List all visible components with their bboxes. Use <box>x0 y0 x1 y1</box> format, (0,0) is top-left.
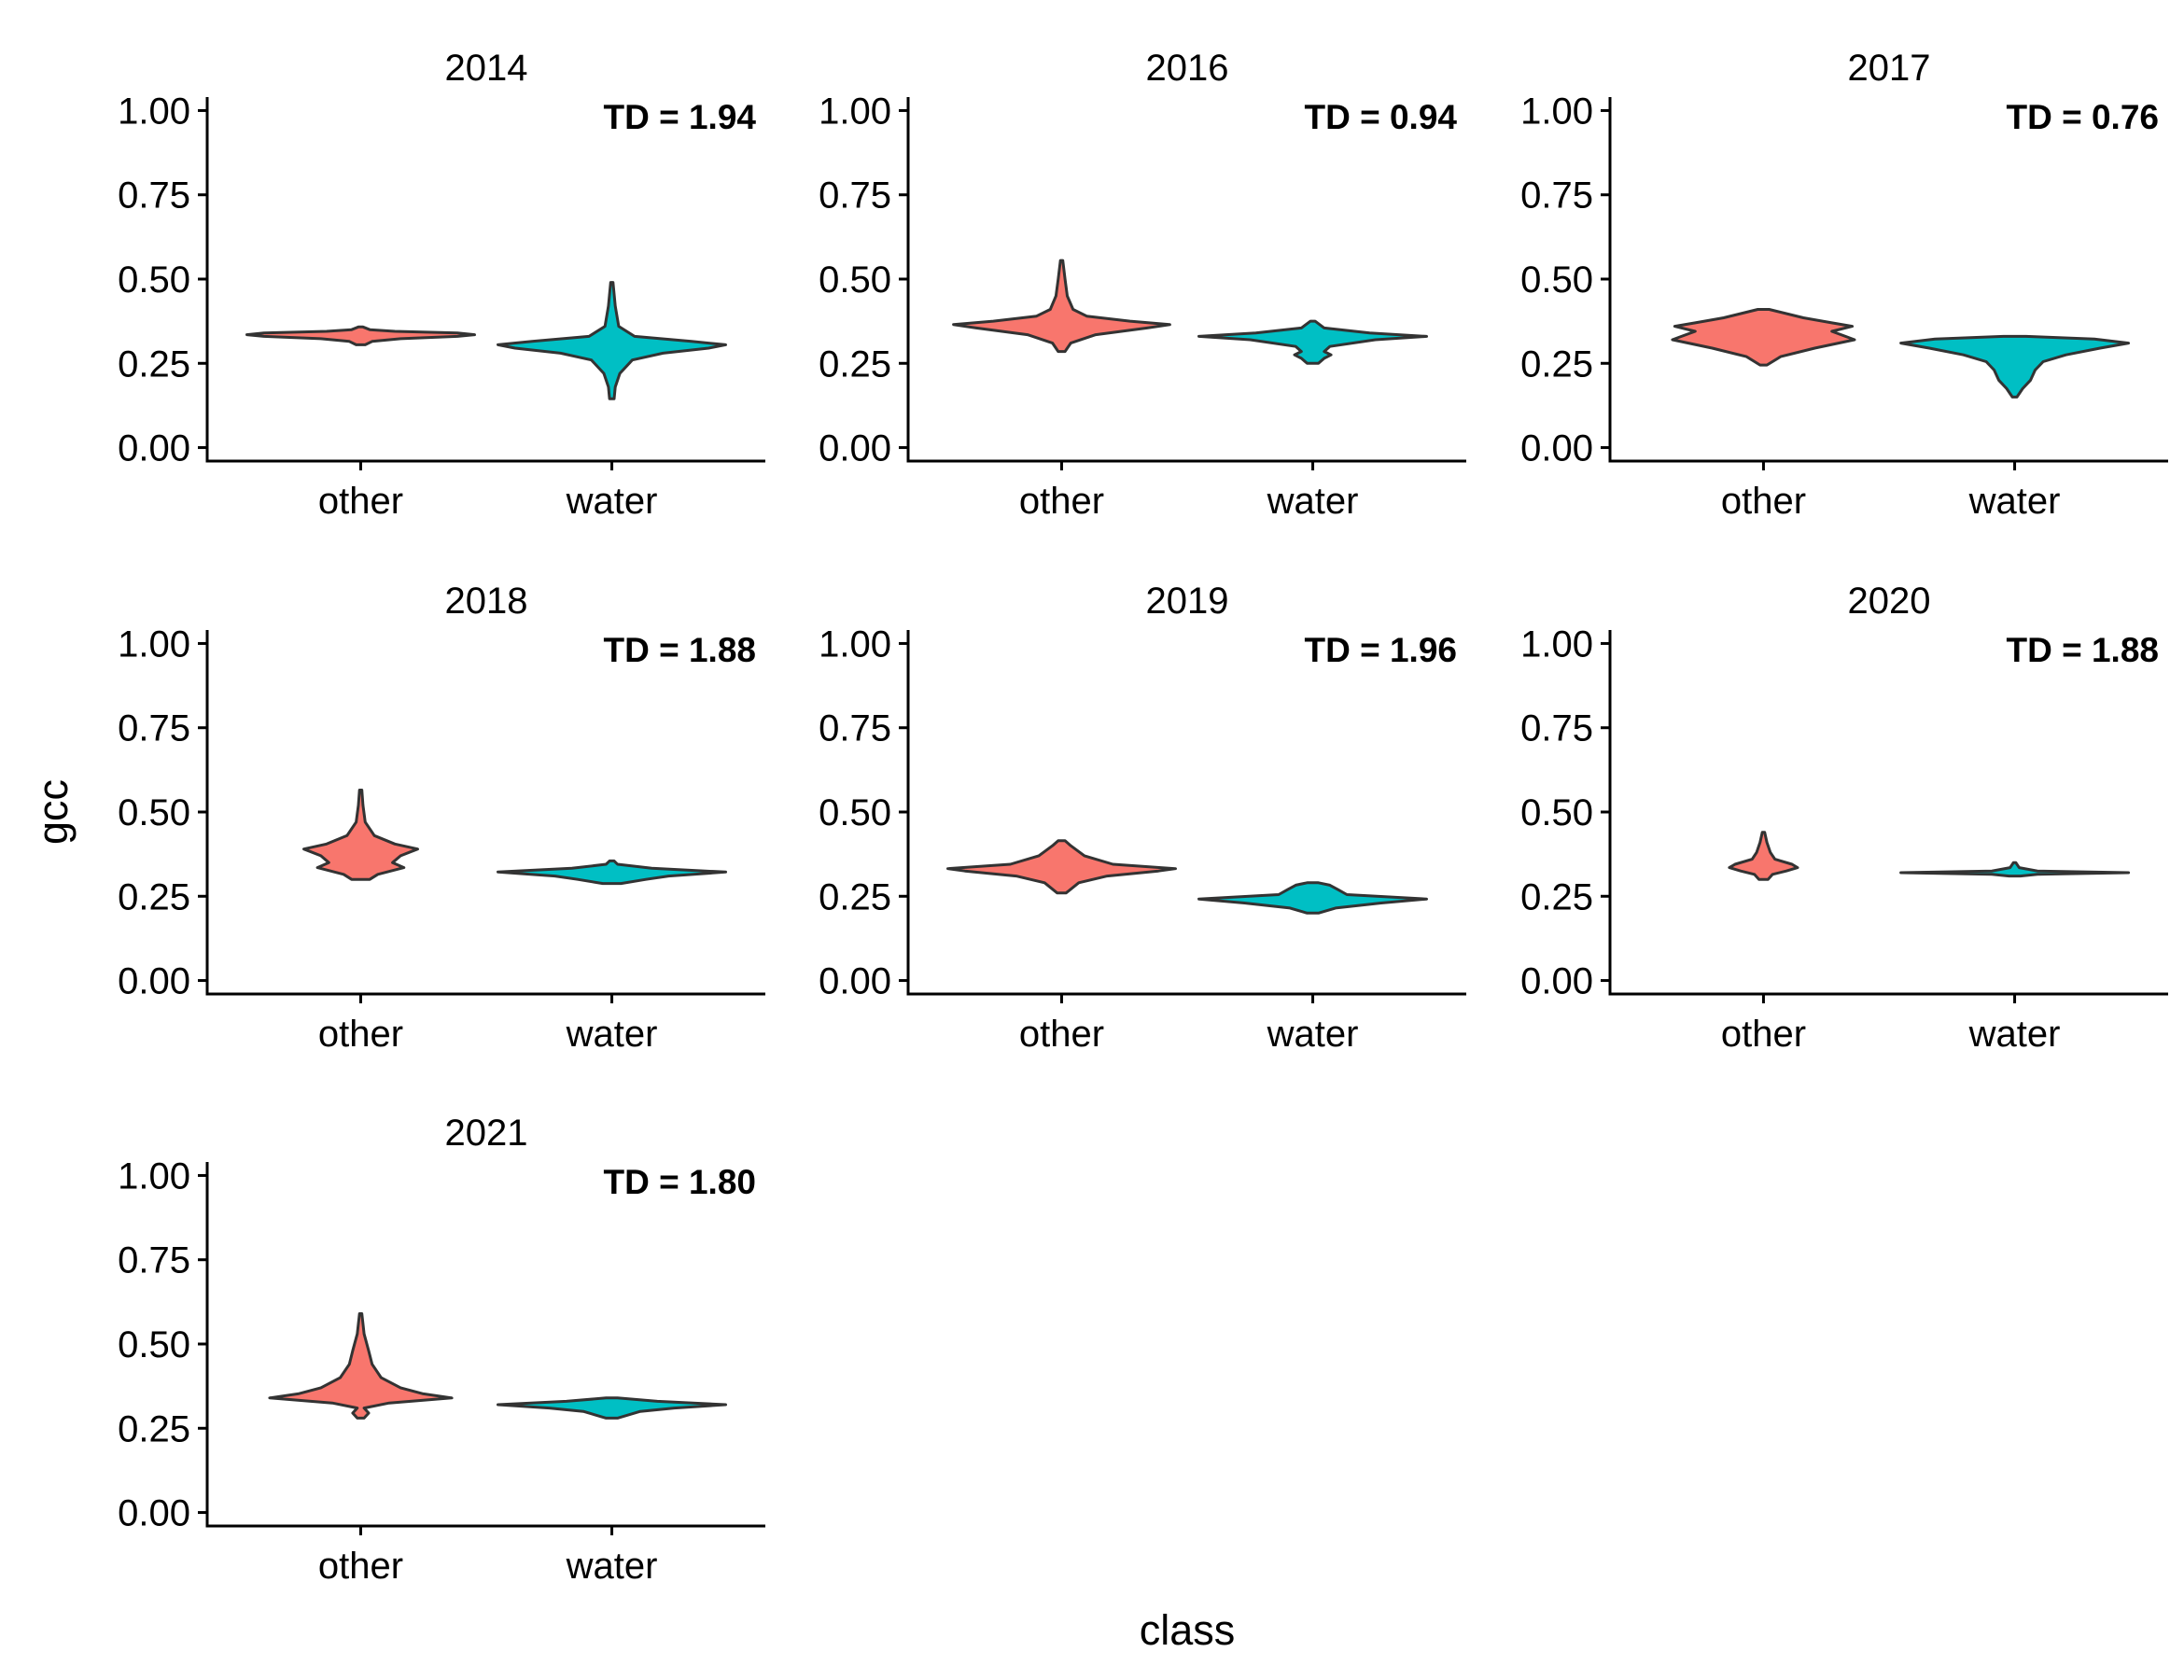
y-tick-label: 0.25 <box>118 1408 190 1449</box>
y-tick-label: 0.50 <box>118 792 190 833</box>
td-annotation: TD = 1.88 <box>603 631 756 669</box>
y-tick-label: 0.00 <box>1520 428 1593 469</box>
panel-title: 2020 <box>1848 581 1931 622</box>
violin-water <box>497 1396 727 1420</box>
y-tick-label: 1.00 <box>819 91 891 132</box>
y-tick-label: 0.00 <box>118 1493 190 1534</box>
y-tick-label: 0.00 <box>118 961 190 1002</box>
y-tick-label: 0.25 <box>118 343 190 385</box>
y-tick-label: 0.50 <box>1520 259 1593 301</box>
facet-panel-2019: 2019 TD = 1.96 0.00 0.25 0.50 0.75 1.00 other wa… <box>819 581 1466 1055</box>
y-tick-label: 0.75 <box>118 175 190 217</box>
y-tick-label: 0.75 <box>819 708 891 749</box>
y-tick-label: 0.00 <box>118 428 190 469</box>
y-axis-label: gcc <box>29 779 77 845</box>
panel-title: 2016 <box>1146 48 1229 89</box>
violin-other <box>302 789 419 881</box>
x-tick-label: water <box>1267 1014 1359 1055</box>
y-tick-label: 0.50 <box>118 259 190 301</box>
y-tick-label: 1.00 <box>118 91 190 132</box>
y-tick-label: 0.75 <box>118 1240 190 1281</box>
violin-water <box>497 281 727 400</box>
td-annotation: TD = 1.80 <box>603 1163 756 1201</box>
y-tick-label: 0.25 <box>118 876 190 917</box>
y-tick-label: 0.25 <box>1520 876 1593 917</box>
x-tick-label: water <box>1968 481 2061 522</box>
panel-title: 2019 <box>1146 581 1229 622</box>
y-tick-label: 0.25 <box>1520 343 1593 385</box>
x-tick-label: water <box>566 1546 658 1587</box>
violin-water <box>1197 319 1428 365</box>
y-tick-label: 0.75 <box>819 175 891 217</box>
violin-water <box>1197 881 1428 915</box>
violin-other <box>946 839 1177 895</box>
facet-panels: 2014 TD = 1.94 0.00 0.25 0.50 0.75 1.00 other wa… <box>118 48 2168 1587</box>
violin-water <box>1899 861 2131 878</box>
violin-water <box>497 859 727 886</box>
x-tick-label: water <box>566 1014 658 1055</box>
x-tick-label: other <box>318 1546 403 1587</box>
y-tick-label: 0.25 <box>819 876 891 917</box>
x-tick-label: other <box>1721 481 1806 522</box>
panel-title: 2017 <box>1848 48 1931 89</box>
td-annotation: TD = 1.88 <box>2006 631 2159 669</box>
y-tick-label: 1.00 <box>1520 623 1593 665</box>
x-tick-label: other <box>318 481 403 522</box>
violin-other <box>1728 831 1799 881</box>
violin-other <box>268 1312 454 1420</box>
panel-title: 2014 <box>445 48 528 89</box>
td-annotation: TD = 0.94 <box>1304 98 1457 136</box>
td-annotation: TD = 0.76 <box>2006 98 2159 136</box>
facet-panel-2014: 2014 TD = 1.94 0.00 0.25 0.50 0.75 1.00 other wa… <box>118 48 765 522</box>
facet-panel-2016: 2016 TD = 0.94 0.00 0.25 0.50 0.75 1.00 other wa… <box>819 48 1466 522</box>
panel-title: 2021 <box>445 1113 528 1154</box>
y-tick-label: 1.00 <box>118 1155 190 1197</box>
y-tick-label: 0.75 <box>118 708 190 749</box>
y-tick-label: 0.00 <box>819 428 891 469</box>
violin-other <box>952 259 1171 354</box>
y-tick-label: 0.50 <box>819 259 891 301</box>
y-tick-label: 0.00 <box>1520 961 1593 1002</box>
x-tick-label: other <box>1019 1014 1104 1055</box>
td-annotation: TD = 1.96 <box>1304 631 1457 669</box>
violin-other <box>245 325 476 346</box>
x-axis-label: class <box>1140 1606 1236 1654</box>
y-tick-label: 0.75 <box>1520 175 1593 217</box>
x-tick-label: water <box>1267 481 1359 522</box>
violin-other <box>1671 308 1856 367</box>
x-tick-label: water <box>1968 1014 2061 1055</box>
panel-title: 2018 <box>445 581 528 622</box>
y-tick-label: 0.00 <box>819 961 891 1002</box>
violin-water <box>1899 334 2131 399</box>
facet-panel-2018: 2018 TD = 1.88 0.00 0.25 0.50 0.75 1.00 other wa… <box>118 581 765 1055</box>
y-tick-label: 0.75 <box>1520 708 1593 749</box>
facet-panel-2021: 2021 TD = 1.80 0.00 0.25 0.50 0.75 1.00 other wa… <box>118 1113 765 1587</box>
y-tick-label: 1.00 <box>819 623 891 665</box>
y-tick-label: 1.00 <box>118 623 190 665</box>
x-tick-label: other <box>318 1014 403 1055</box>
y-tick-label: 0.50 <box>1520 792 1593 833</box>
y-tick-label: 0.25 <box>819 343 891 385</box>
y-tick-label: 0.50 <box>118 1324 190 1365</box>
td-annotation: TD = 1.94 <box>603 98 756 136</box>
facet-panel-2020: 2020 TD = 1.88 0.00 0.25 0.50 0.75 1.00 other wa… <box>1520 581 2168 1055</box>
x-tick-label: other <box>1721 1014 1806 1055</box>
x-tick-label: water <box>566 481 658 522</box>
x-tick-label: other <box>1019 481 1104 522</box>
y-tick-label: 0.50 <box>819 792 891 833</box>
y-tick-label: 1.00 <box>1520 91 1593 132</box>
facet-panel-2017: 2017 TD = 0.76 0.00 0.25 0.50 0.75 1.00 other wa… <box>1520 48 2168 522</box>
